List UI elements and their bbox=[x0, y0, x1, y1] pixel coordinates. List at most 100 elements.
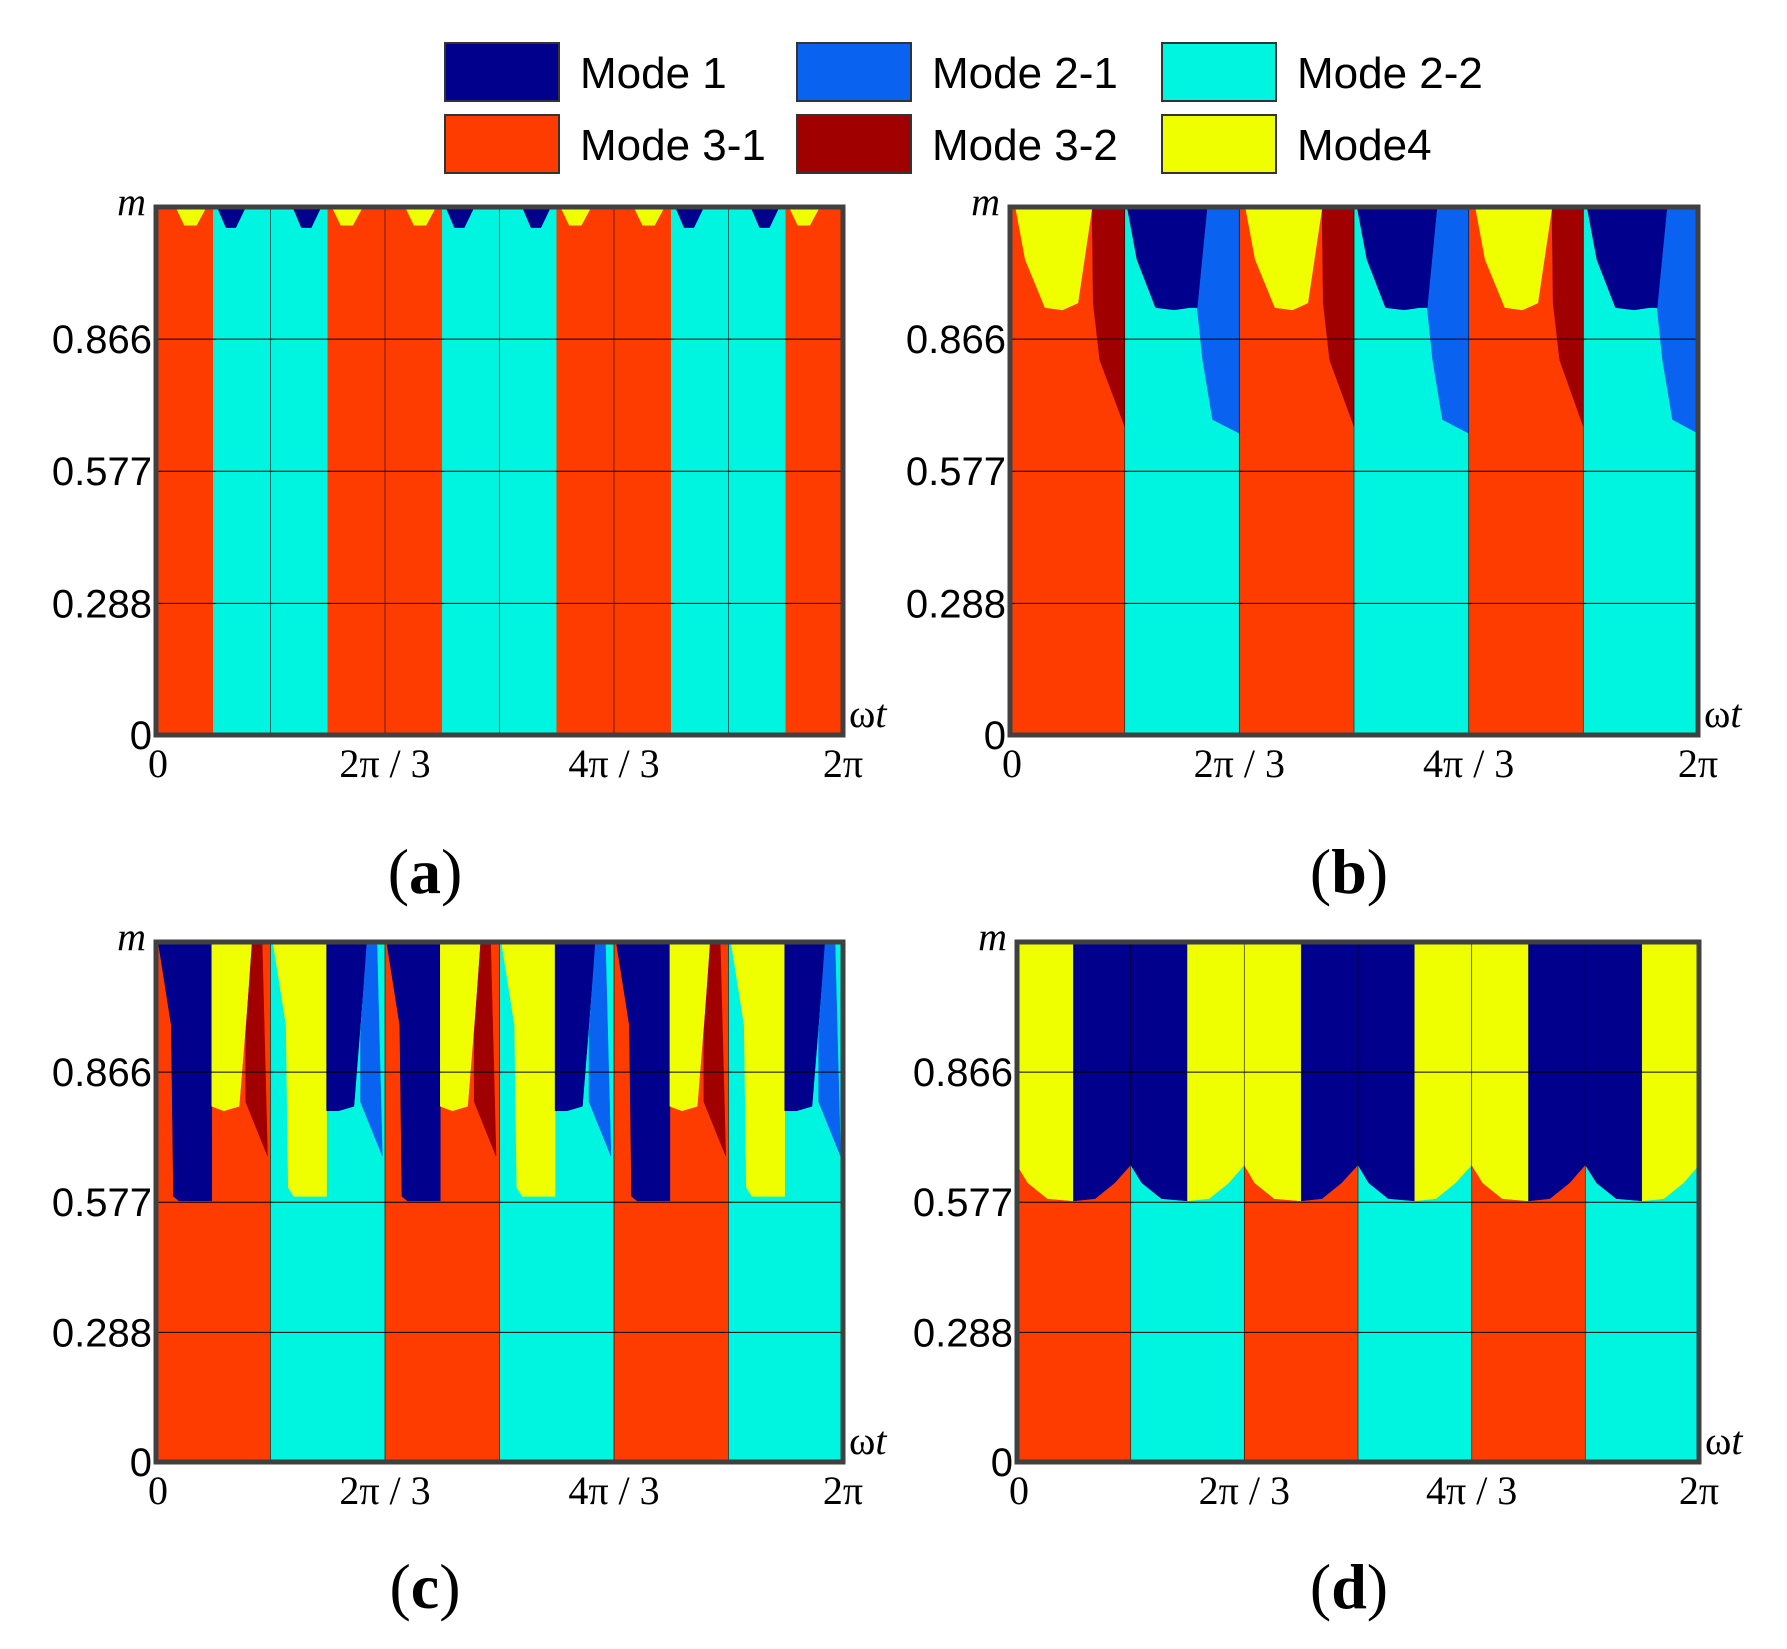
region-mode1-12 bbox=[445, 207, 475, 228]
x-tick-label: 0 bbox=[1009, 1468, 1029, 1513]
y-tick-label: 0.866 bbox=[52, 1051, 152, 1095]
region-mode1-17 bbox=[1586, 207, 1668, 311]
x-axis-label-t: t bbox=[875, 1418, 887, 1463]
region-mode4-17 bbox=[1641, 942, 1699, 1202]
legend-swatch-mode1 bbox=[444, 42, 560, 102]
region-mode1-22 bbox=[784, 942, 826, 1112]
region-mode4-7 bbox=[1015, 207, 1093, 311]
region-mode4-9 bbox=[1187, 942, 1245, 1202]
panel-letter: d bbox=[1331, 1551, 1367, 1622]
grid bbox=[1010, 207, 1698, 735]
region-mode21-11 bbox=[360, 942, 383, 1156]
panel-letter: b bbox=[1331, 836, 1367, 907]
y-tick-label: 0.866 bbox=[52, 318, 152, 362]
x-axis-label: ωt bbox=[1704, 691, 1742, 736]
x-tick-label: 2π bbox=[823, 741, 863, 786]
region-mode1-16 bbox=[1585, 942, 1643, 1202]
x-tick-label: 4π / 3 bbox=[1426, 1468, 1517, 1513]
legend-item-mode31: Mode 3-1 bbox=[444, 114, 766, 174]
legend-item-mode21: Mode 2-1 bbox=[796, 42, 1118, 102]
region-mode1-11 bbox=[1300, 942, 1359, 1202]
y-tick-label: 0.288 bbox=[52, 1311, 152, 1355]
legend: Mode 1 Mode 2-1 Mode 2-2 Mode 3-1 Mode 3-2 Mo… bbox=[444, 42, 1483, 174]
panel-c: 0 0.288 0.577 0.866 0 2π / 3 4π / 3 2π m ωt (c) bbox=[52, 914, 887, 1622]
panel-label: (d) bbox=[1310, 1551, 1388, 1622]
plot-frame bbox=[153, 939, 846, 1465]
x-tick-label: 0 bbox=[1002, 741, 1022, 786]
region-mode1-7 bbox=[1073, 942, 1131, 1202]
panel-label: (b) bbox=[1310, 836, 1388, 907]
plot-frame bbox=[153, 204, 846, 738]
grid bbox=[1017, 942, 1699, 1462]
region-mode1-10 bbox=[326, 942, 368, 1112]
y-tick-label: 0.288 bbox=[52, 582, 152, 626]
y-axis-label: m bbox=[117, 914, 146, 959]
legend-label-mode32: Mode 3-2 bbox=[932, 121, 1118, 170]
x-axis-label: ωt bbox=[849, 1418, 887, 1463]
region-mode4-11 bbox=[1245, 207, 1323, 311]
region-mode4-11 bbox=[405, 207, 437, 226]
region-mode4-14 bbox=[560, 207, 592, 226]
region-mode21-23 bbox=[818, 942, 841, 1156]
y-tick-label: 0 bbox=[991, 1441, 1013, 1485]
region-mode4-14 bbox=[1471, 942, 1529, 1202]
region-mode4-10 bbox=[1244, 942, 1302, 1202]
panel-label: (a) bbox=[388, 836, 463, 907]
region-mode32-8 bbox=[245, 942, 268, 1156]
x-axis-label: ωt bbox=[1705, 1418, 1743, 1463]
region-mode32-20 bbox=[703, 942, 726, 1156]
x-axis-label-omega: ω bbox=[1704, 691, 1730, 736]
panel-a: 0 0.288 0.577 0.866 0 2π / 3 4π / 3 2π m ωt (a) bbox=[52, 179, 887, 907]
x-axis-label: ωt bbox=[849, 691, 887, 736]
x-tick-label: 2π / 3 bbox=[1199, 1468, 1290, 1513]
y-axis-label: m bbox=[978, 914, 1007, 959]
panel-d: 0 0.288 0.577 0.866 0 2π / 3 4π / 3 2π m ωt (d) bbox=[913, 914, 1743, 1622]
legend-item-mode1: Mode 1 bbox=[444, 42, 727, 102]
y-tick-label: 0.577 bbox=[913, 1181, 1013, 1225]
region-mode4-15 bbox=[633, 207, 665, 226]
legend-label-mode4: Mode4 bbox=[1297, 121, 1432, 170]
region-mode1-8 bbox=[1130, 942, 1188, 1202]
x-tick-label: 2π bbox=[1678, 741, 1718, 786]
y-tick-label: 0.577 bbox=[52, 1181, 152, 1225]
legend-swatch-mode4 bbox=[1161, 114, 1277, 174]
region-mode4-15 bbox=[1475, 207, 1553, 311]
grid bbox=[156, 942, 843, 1462]
region-mode1-12 bbox=[1357, 942, 1416, 1202]
y-tick-label: 0 bbox=[130, 1441, 152, 1485]
x-axis-label-t: t bbox=[1731, 1418, 1743, 1463]
region-mode4-13 bbox=[440, 942, 481, 1112]
region-mode1-15 bbox=[1528, 942, 1586, 1202]
x-tick-label: 0 bbox=[148, 741, 168, 786]
y-tick-label: 0.288 bbox=[906, 582, 1006, 626]
panel-letter: a bbox=[409, 836, 441, 907]
region-mode32-14 bbox=[473, 942, 497, 1156]
x-axis-label-omega: ω bbox=[849, 691, 875, 736]
y-tick-label: 0.577 bbox=[52, 450, 152, 494]
legend-label-mode31: Mode 3-1 bbox=[580, 121, 766, 170]
y-tick-label: 0 bbox=[130, 714, 152, 758]
legend-item-mode32: Mode 3-2 bbox=[796, 114, 1118, 174]
legend-item-mode4: Mode4 bbox=[1161, 114, 1432, 174]
x-tick-label: 4π / 3 bbox=[568, 1468, 659, 1513]
legend-label-mode1: Mode 1 bbox=[580, 49, 727, 98]
legend-swatch-mode22 bbox=[1161, 42, 1277, 102]
x-tick-label: 2π bbox=[823, 1468, 863, 1513]
grid bbox=[156, 207, 843, 735]
region-mode4-7 bbox=[175, 207, 207, 226]
panel-b: 0 0.288 0.577 0.866 0 2π / 3 4π / 3 2π m ωt (b) bbox=[906, 179, 1742, 907]
region-mode4-10 bbox=[331, 207, 363, 226]
plot-frame bbox=[1014, 939, 1702, 1465]
region-mode32-14 bbox=[1551, 207, 1584, 427]
legend-item-mode22: Mode 2-2 bbox=[1161, 42, 1483, 102]
region-mode1-9 bbox=[292, 207, 322, 228]
y-tick-label: 0.866 bbox=[913, 1051, 1013, 1095]
legend-swatch-mode21 bbox=[796, 42, 912, 102]
y-tick-label: 0.577 bbox=[906, 450, 1006, 494]
region-mode1-16 bbox=[675, 207, 705, 228]
x-axis-label-omega: ω bbox=[1705, 1418, 1731, 1463]
x-tick-label: 2π / 3 bbox=[339, 741, 430, 786]
legend-label-mode21: Mode 2-1 bbox=[932, 49, 1118, 98]
y-tick-label: 0 bbox=[984, 714, 1006, 758]
